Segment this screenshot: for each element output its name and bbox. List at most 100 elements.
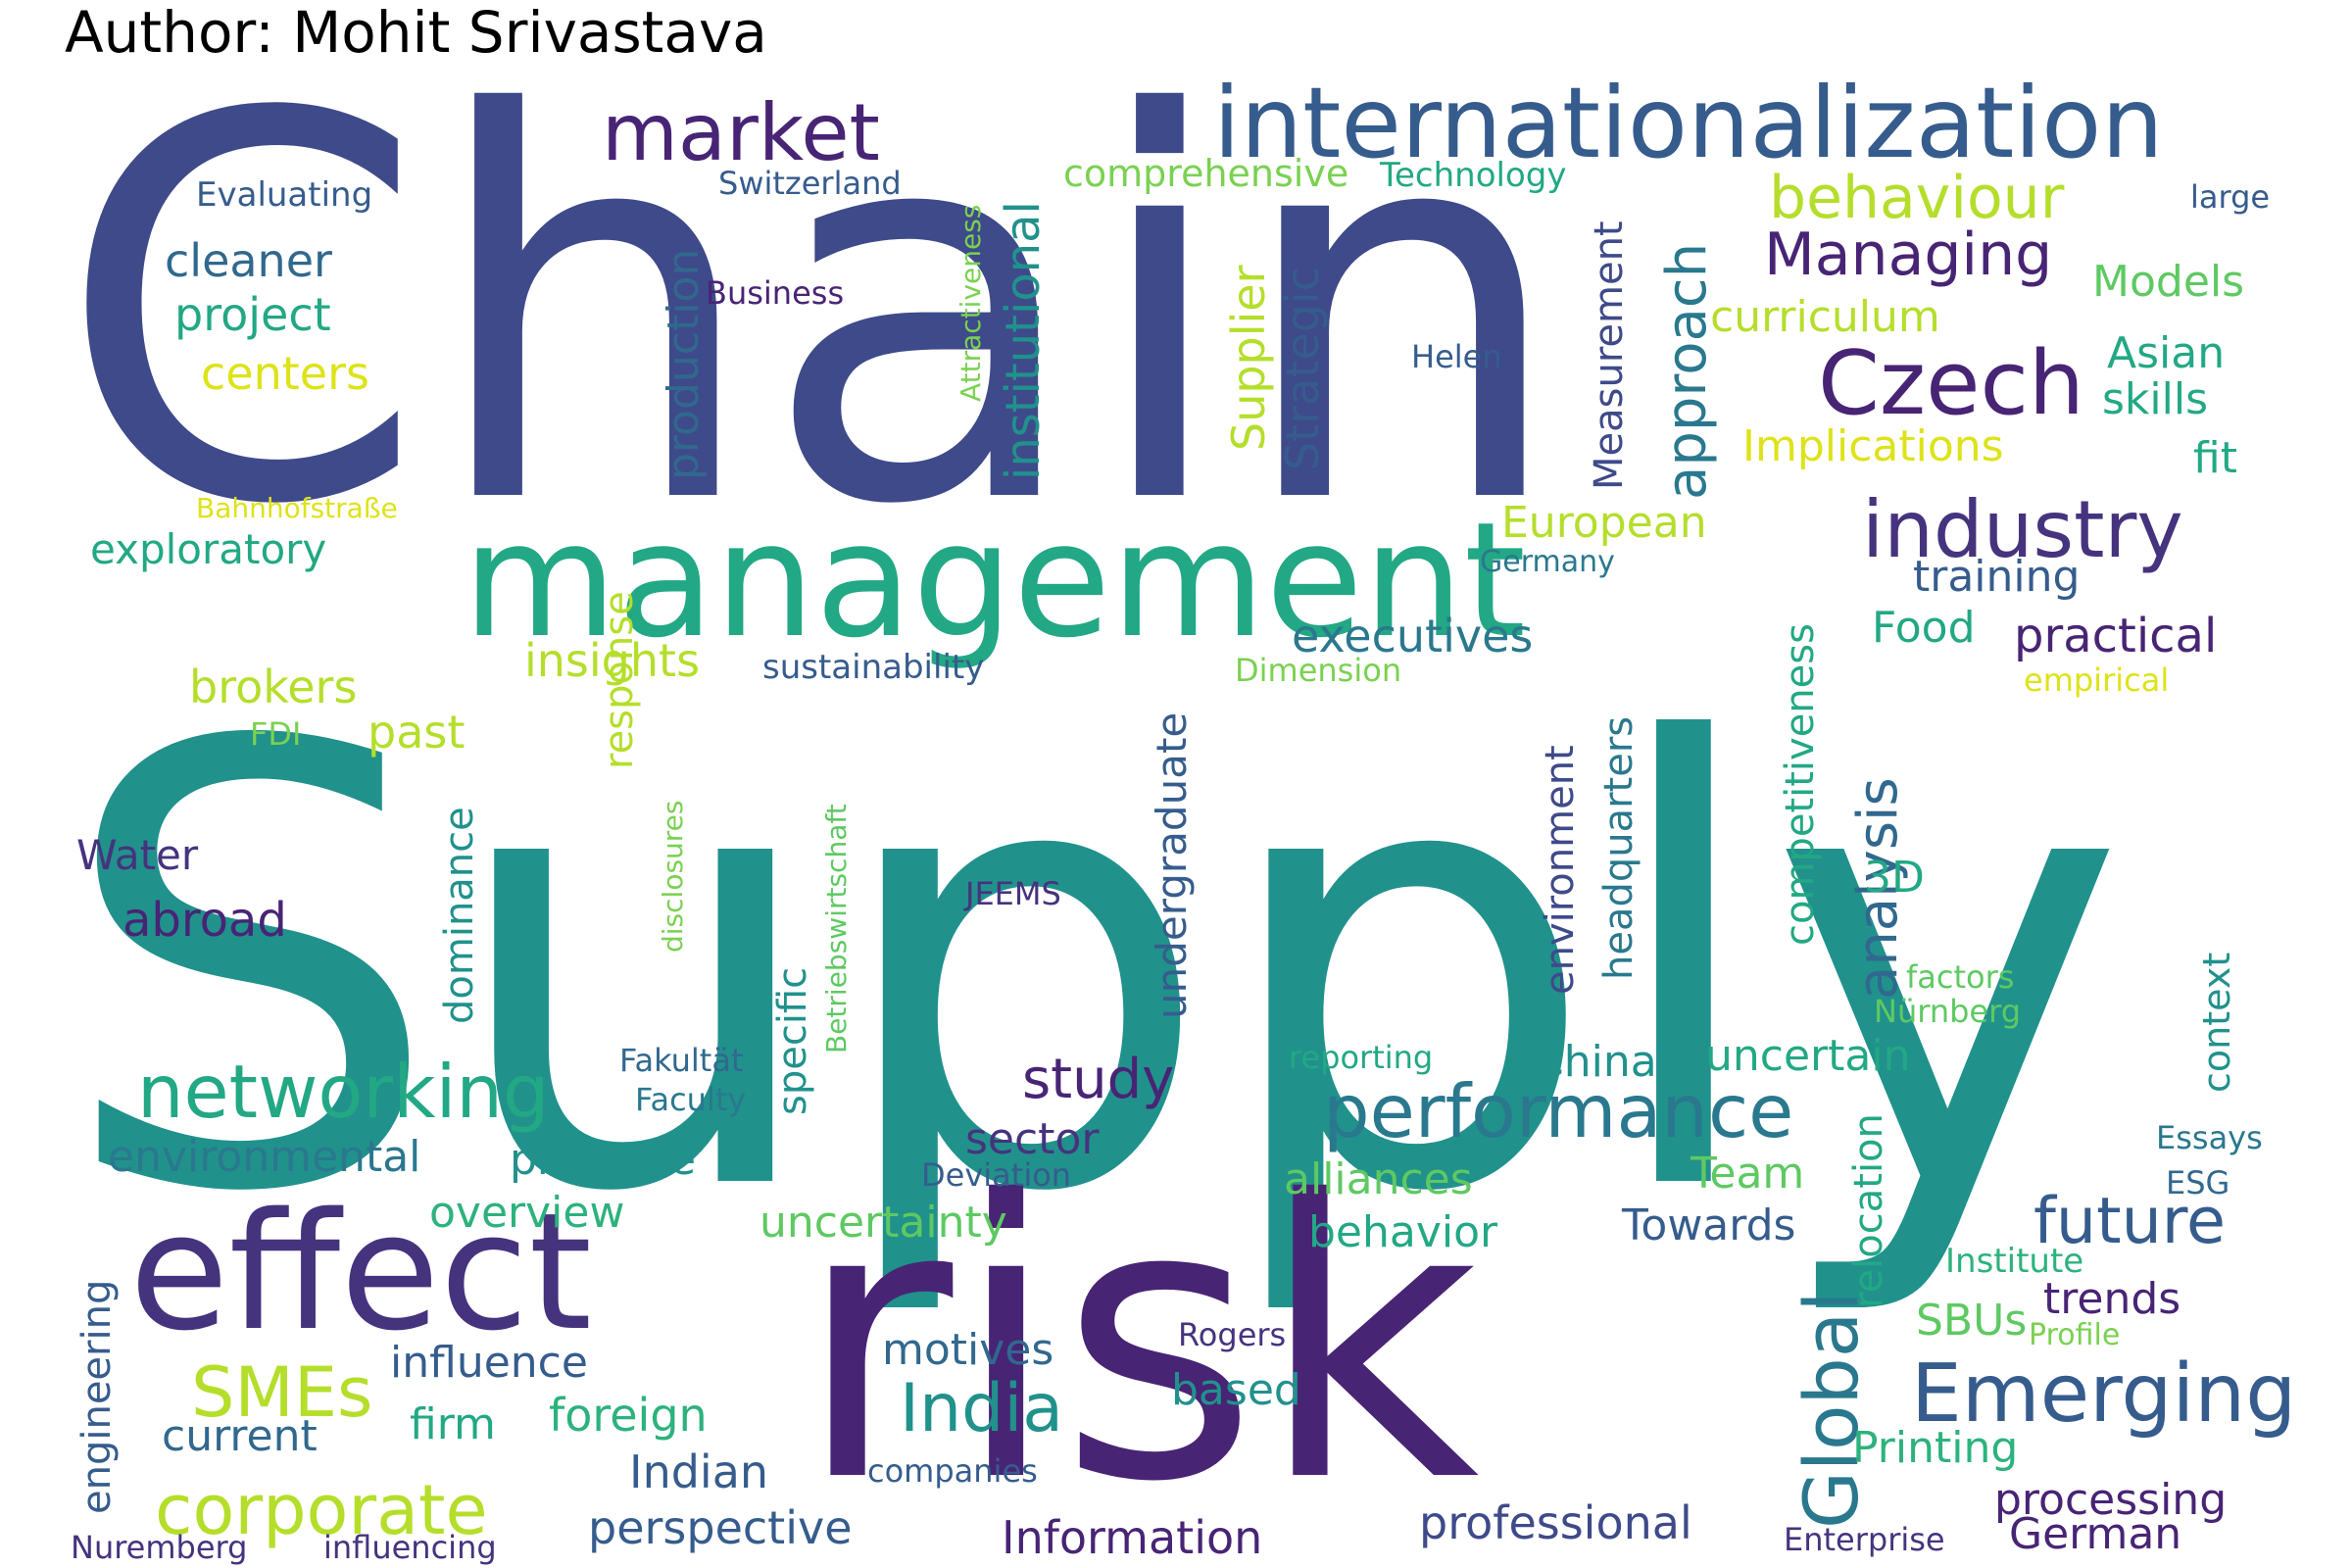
word-strategic: Strategic: [1276, 267, 1329, 470]
word-motives: motives: [882, 1325, 1054, 1375]
word-jeems: JEEMS: [963, 875, 1061, 912]
word-german: German: [2009, 1509, 2181, 1559]
word-companies: companies: [867, 1452, 1038, 1490]
word-training: training: [1913, 552, 2080, 602]
word-competitiveness: competitiveness: [1778, 623, 1823, 946]
word-sector: sector: [965, 1114, 1100, 1164]
word-engineering: engineering: [74, 1280, 120, 1514]
word-smes: SMEs: [191, 1352, 373, 1433]
word-fakultat: Fakultät: [619, 1042, 744, 1079]
word-betriebswirtschaft: Betriebswirtschaft: [820, 804, 853, 1054]
word-centers: centers: [201, 347, 369, 400]
word-uncertainty: uncertainty: [760, 1198, 1007, 1248]
word-institutional: institutional: [996, 201, 1051, 480]
word-czech: Czech: [1818, 332, 2084, 435]
word-essays: Essays: [2156, 1119, 2263, 1156]
word-management: management: [463, 489, 1526, 673]
word-sustainable: Sustainable: [1662, 724, 1710, 965]
word-towards: Towards: [1621, 1200, 1795, 1250]
word-enterprise: Enterprise: [1784, 1521, 1945, 1558]
word-influence: influence: [390, 1338, 588, 1388]
word-practical: practical: [2014, 609, 2217, 663]
word-insights: insights: [524, 634, 700, 687]
word-context: context: [2195, 953, 2238, 1093]
word-influencing: influencing: [323, 1529, 497, 1566]
word-information: Information: [1002, 1511, 1262, 1564]
word-chain: Chain: [57, 5, 1568, 620]
word-institute: Institute: [1945, 1242, 2083, 1281]
word-perspective: perspective: [588, 1501, 853, 1554]
word-behaviour: behaviour: [1769, 164, 2065, 232]
word-nuremberg: Nuremberg: [71, 1529, 247, 1566]
word-environment: environment: [1538, 745, 1583, 995]
word-asian: Asian: [2107, 328, 2225, 378]
word-brokers: brokers: [189, 661, 357, 713]
word-response: response: [597, 591, 642, 769]
word-foreign: foreign: [549, 1389, 708, 1442]
word-relocation: relocation: [1846, 1113, 1891, 1308]
word-environmental: environmental: [108, 1132, 420, 1182]
word-supply: Supply: [57, 618, 2128, 1325]
word-study: study: [1022, 1048, 1174, 1111]
word-factors: factors: [1906, 958, 2014, 996]
word-attractiveness: Attractiveness: [955, 205, 987, 402]
word-reporting: reporting: [1289, 1039, 1433, 1076]
word-food: Food: [1872, 603, 1976, 653]
word-fdi: FDI: [250, 715, 301, 753]
word-technology: Technology: [1379, 156, 1566, 195]
word-faculty: Faculty: [635, 1081, 746, 1118]
word-production: production: [659, 249, 709, 480]
word-china: China: [1534, 1037, 1657, 1087]
word-professional: professional: [1419, 1496, 1692, 1549]
word-corporate: corporate: [155, 1470, 488, 1550]
word-dominance: dominance: [437, 807, 482, 1024]
word-team: Team: [1690, 1149, 1804, 1199]
word-trends: trends: [2043, 1274, 2180, 1324]
word-disclosures: disclosures: [657, 801, 689, 954]
page-title: Author: Mohit Srivastava: [65, 0, 767, 66]
word-large: large: [2190, 178, 2270, 216]
word-executives: executives: [1292, 610, 1533, 662]
word-analysis: analysis: [1846, 777, 1910, 1000]
word-sustainability: sustainability: [762, 648, 984, 687]
word-sbus: SBUs: [1916, 1296, 2027, 1346]
word-risk: risk: [796, 1120, 1480, 1565]
word-approach: approach: [1655, 243, 1719, 500]
word-comprehensive: comprehensive: [1063, 152, 1348, 195]
word-profile: Profile: [2029, 1318, 2120, 1352]
word-dimension: Dimension: [1235, 652, 1401, 689]
word-fit: fit: [2193, 433, 2237, 483]
word-switzerland: Switzerland: [718, 165, 902, 202]
word-nurnberg: Nürnberg: [1874, 993, 2021, 1030]
word-indian: Indian: [629, 1446, 768, 1498]
word-european: European: [1501, 498, 1707, 548]
word-models: Models: [2092, 257, 2244, 307]
word-deviation: Deviation: [921, 1156, 1071, 1194]
word-current: current: [162, 1411, 318, 1461]
word-project: project: [174, 288, 331, 341]
word-cleaner: cleaner: [165, 234, 332, 287]
word-processing: processing: [1994, 1475, 2227, 1525]
word-exploratory: exploratory: [90, 525, 326, 573]
word-rogers: Rogers: [1178, 1316, 1286, 1353]
word-industry: industry: [1862, 484, 2183, 575]
word-india: India: [900, 1370, 1063, 1447]
word-performance: performance: [1323, 1068, 1793, 1154]
word-global: Global: [1788, 1292, 1875, 1529]
word-evaluating: Evaluating: [196, 175, 372, 215]
word-measurement: Measurement: [1587, 220, 1632, 490]
word-supplier: Supplier: [1222, 265, 1275, 451]
word-esg: ESG: [2166, 1164, 2230, 1201]
word-business: Business: [706, 274, 844, 312]
word-curriculum: curriculum: [1710, 292, 1940, 342]
word-based: based: [1171, 1365, 1301, 1415]
word-specific: specific: [770, 967, 815, 1115]
word-printing: Printing: [1852, 1423, 2018, 1473]
word-pressure: pressure: [510, 1135, 696, 1185]
word-emerging: Emerging: [1911, 1348, 2296, 1441]
word-implications: Implications: [1742, 421, 2004, 471]
word-market: market: [602, 87, 880, 178]
word-overview: overview: [429, 1188, 624, 1238]
word-empirical: empirical: [2024, 662, 2169, 699]
word-future: future: [2034, 1185, 2226, 1258]
